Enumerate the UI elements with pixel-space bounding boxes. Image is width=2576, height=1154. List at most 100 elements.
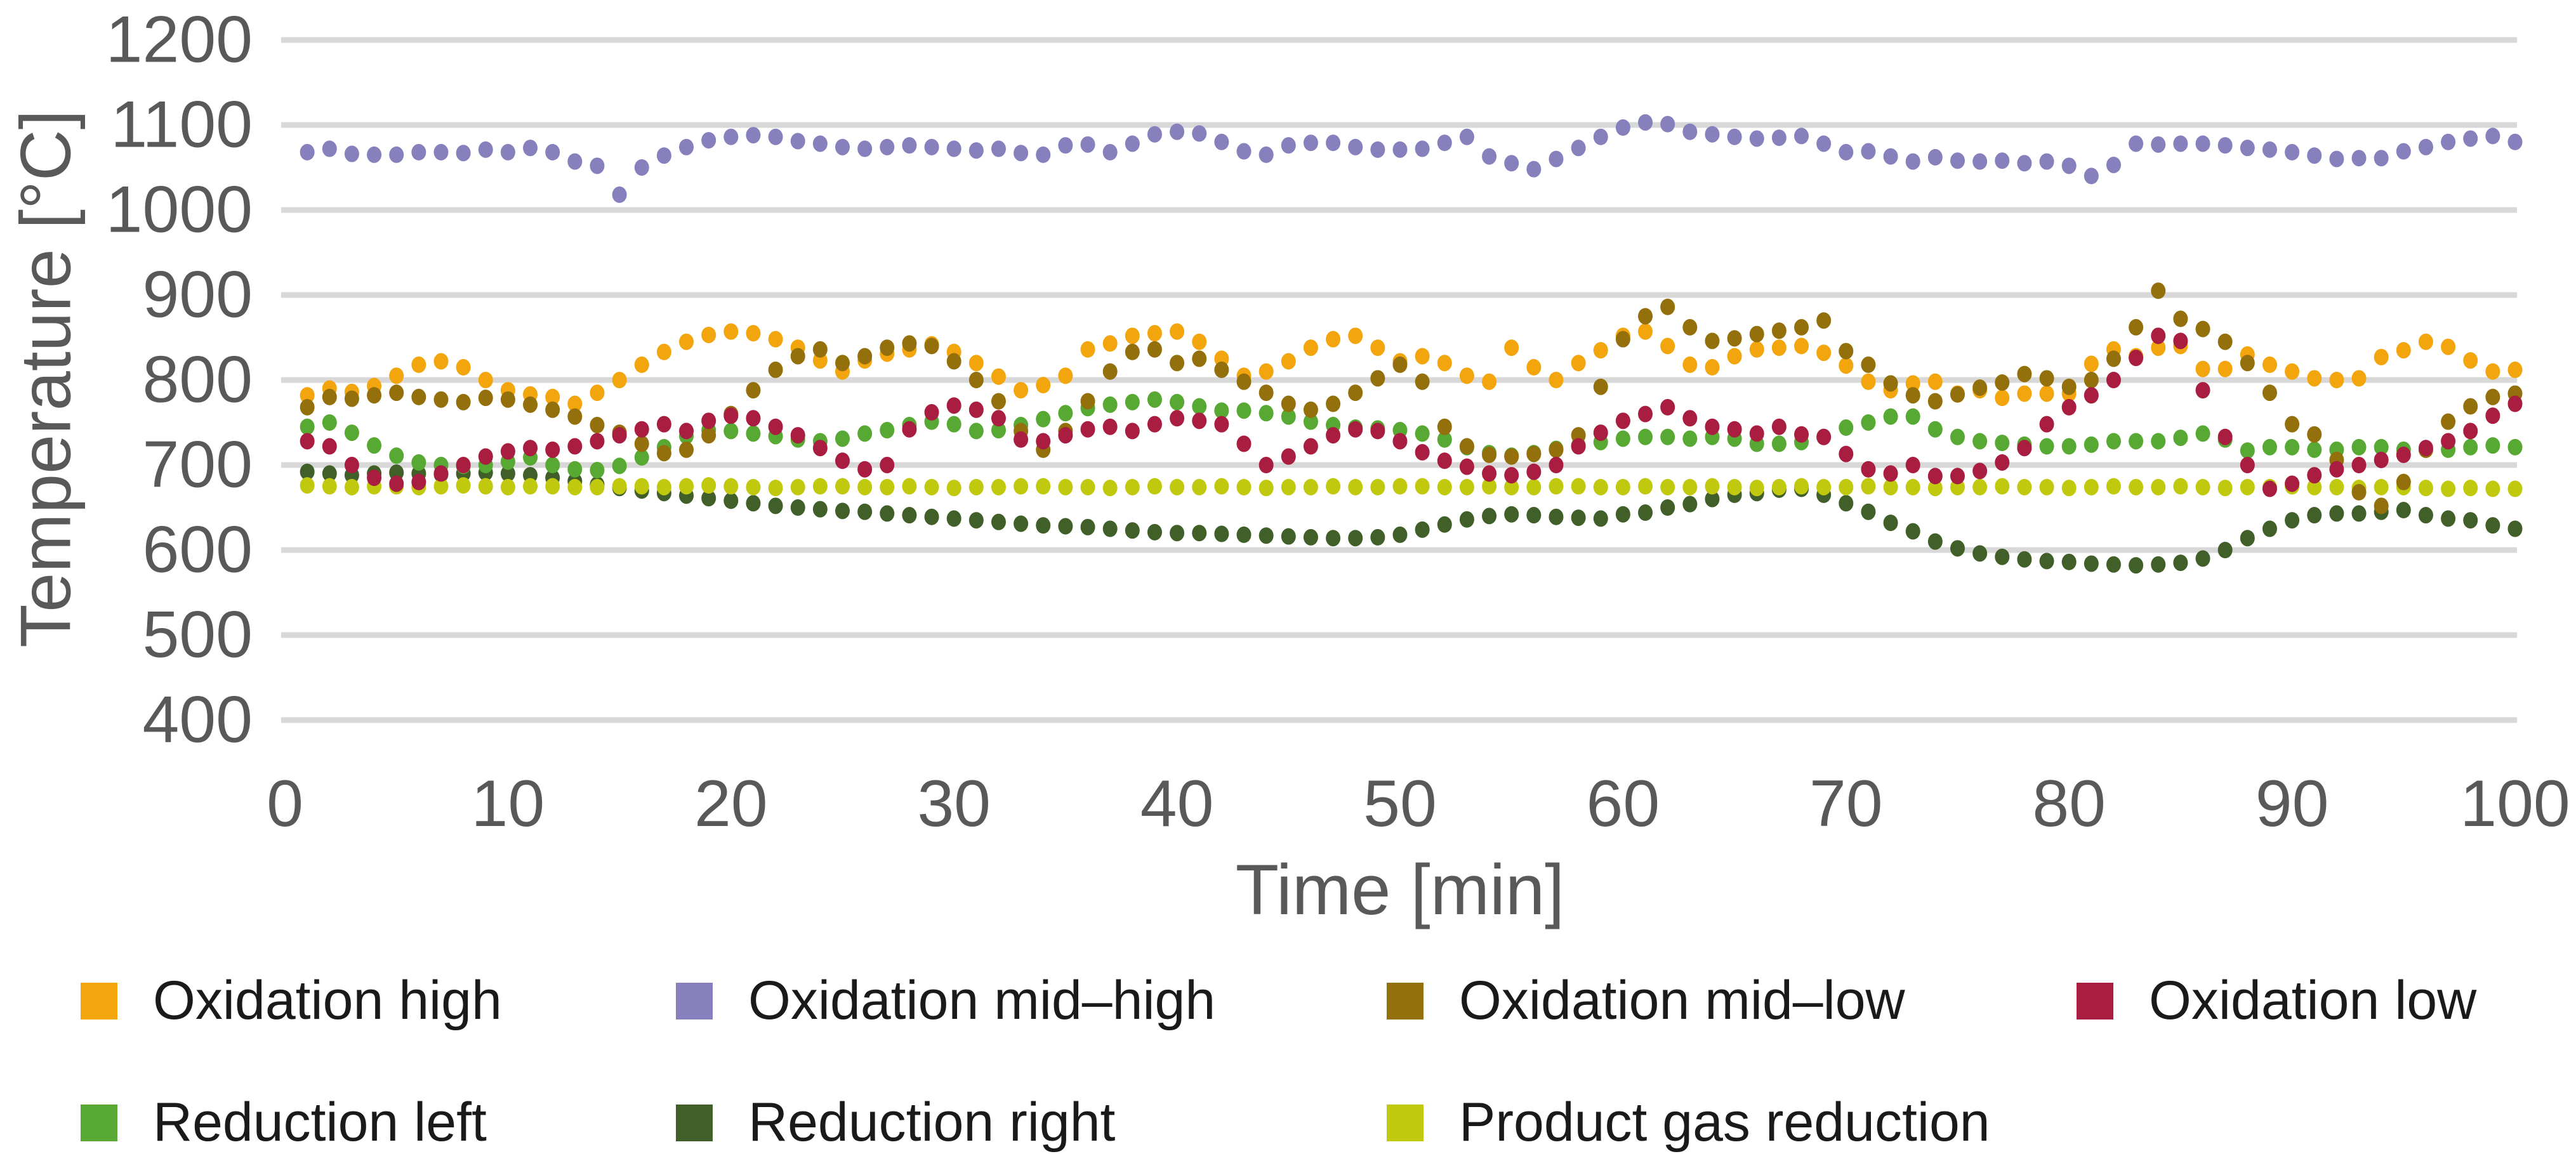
- data-point: [1281, 448, 1296, 465]
- legend-item: Reduction right: [676, 1091, 1115, 1154]
- data-point: [2173, 135, 2188, 152]
- data-point: [1147, 523, 1162, 541]
- data-point: [1861, 478, 1876, 495]
- data-point: [1437, 478, 1452, 495]
- data-point: [2463, 512, 2478, 529]
- legend-item: Oxidation high: [81, 969, 502, 1032]
- data-point: [968, 478, 984, 495]
- data-point: [2507, 395, 2523, 412]
- data-point: [545, 388, 560, 405]
- data-point: [1147, 325, 1162, 342]
- data-point: [1459, 438, 1474, 455]
- data-point: [300, 463, 315, 480]
- data-point: [1861, 356, 1876, 373]
- data-point: [2017, 365, 2032, 383]
- data-point: [545, 143, 560, 161]
- data-point: [1036, 377, 1051, 394]
- data-point: [1236, 402, 1252, 419]
- data-point: [1482, 148, 1497, 165]
- data-point: [2285, 143, 2300, 161]
- data-point: [2217, 480, 2233, 497]
- data-point: [367, 146, 382, 163]
- data-point: [1727, 421, 1742, 438]
- data-point: [1905, 457, 1920, 473]
- data-point: [1950, 540, 1965, 557]
- data-point: [723, 423, 739, 440]
- data-point: [1727, 128, 1742, 145]
- data-point: [1080, 341, 1095, 358]
- data-point: [902, 478, 917, 495]
- data-point: [1036, 433, 1051, 450]
- gridline: [281, 632, 2517, 638]
- data-point: [500, 391, 515, 408]
- data-point: [991, 513, 1006, 530]
- data-point: [1504, 506, 1519, 523]
- data-point: [1682, 430, 1698, 447]
- data-point: [924, 338, 939, 355]
- legend-swatch-icon: [676, 1104, 713, 1141]
- data-point: [2173, 554, 2188, 572]
- data-point: [2351, 483, 2367, 501]
- data-point: [2262, 356, 2277, 373]
- data-point: [1170, 123, 1185, 140]
- data-point: [2195, 550, 2210, 567]
- data-point: [1415, 140, 1430, 157]
- data-point: [701, 326, 717, 343]
- data-point: [880, 422, 895, 439]
- data-point: [1660, 398, 1675, 416]
- gridline: [281, 717, 2517, 723]
- data-point: [1549, 150, 1564, 167]
- data-point: [880, 505, 895, 522]
- data-point: [1192, 350, 1207, 367]
- data-point: [1526, 478, 1542, 495]
- data-point: [322, 414, 337, 431]
- data-point: [1972, 478, 1988, 495]
- data-point: [1170, 478, 1185, 495]
- data-point: [1571, 509, 1586, 527]
- data-point: [857, 478, 873, 495]
- series-oxidation-low: [300, 327, 2523, 497]
- data-point: [1102, 520, 1118, 537]
- data-point: [1749, 480, 1764, 497]
- data-point: [634, 356, 649, 373]
- legend-swatch-icon: [1387, 1104, 1423, 1141]
- data-point: [1995, 152, 2010, 169]
- data-point: [344, 145, 359, 162]
- data-point: [1125, 327, 1140, 344]
- data-point: [1482, 373, 1497, 390]
- data-point: [2329, 505, 2344, 522]
- data-point: [2285, 512, 2300, 529]
- data-point: [2374, 348, 2389, 365]
- data-point: [1303, 478, 1318, 495]
- data-point: [1482, 446, 1497, 463]
- data-point: [2195, 360, 2210, 377]
- data-point: [1036, 146, 1051, 163]
- data-point: [1058, 367, 1073, 384]
- series-reduction-right: [300, 463, 2523, 574]
- series-product-gas-reduction: [300, 477, 2523, 497]
- data-point: [2217, 428, 2233, 445]
- data-point: [2173, 310, 2188, 327]
- data-point: [2084, 555, 2099, 572]
- data-point: [567, 395, 583, 412]
- data-point: [1995, 478, 2010, 495]
- data-point: [2463, 130, 2478, 147]
- data-point: [2061, 157, 2077, 174]
- data-point: [612, 478, 627, 495]
- data-point: [1883, 515, 1898, 532]
- data-point: [1927, 480, 1943, 497]
- data-point: [1682, 478, 1698, 495]
- data-point: [1927, 468, 1943, 485]
- data-point: [2307, 478, 2322, 495]
- data-point: [857, 140, 873, 157]
- data-point: [1125, 522, 1140, 539]
- data-point: [1615, 119, 1630, 136]
- data-point: [2485, 517, 2500, 534]
- data-point: [2129, 135, 2144, 152]
- data-point: [1771, 129, 1787, 147]
- data-point: [1638, 114, 1653, 131]
- data-point: [1392, 433, 1408, 450]
- data-point: [1593, 424, 1608, 442]
- x-tick-label: 10: [471, 767, 545, 841]
- data-point: [2106, 350, 2121, 367]
